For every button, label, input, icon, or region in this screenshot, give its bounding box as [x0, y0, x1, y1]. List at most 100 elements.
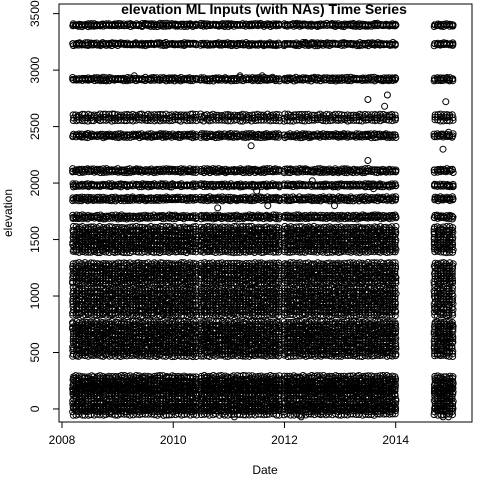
- data-point: [162, 182, 170, 190]
- data-point: [165, 132, 173, 140]
- data-point: [90, 22, 98, 30]
- data-point: [157, 41, 165, 49]
- data-point: [189, 168, 197, 176]
- data-point: [96, 22, 104, 30]
- data-point: [103, 182, 110, 190]
- data-point: [129, 117, 137, 125]
- data-point: [138, 196, 146, 204]
- data-point: [120, 169, 128, 176]
- data-point: [165, 40, 173, 48]
- data-point: [129, 133, 137, 141]
- data-point: [154, 133, 161, 140]
- data-point: [177, 168, 185, 176]
- data-point: [114, 196, 121, 204]
- data-point: [129, 41, 137, 49]
- data-point: [189, 23, 197, 30]
- data-point: [87, 196, 95, 204]
- data-point: [108, 183, 116, 191]
- data-point: [153, 76, 161, 84]
- data-point: [135, 22, 143, 30]
- data-point: [132, 167, 139, 175]
- data-point: [117, 116, 125, 124]
- data-point: [102, 77, 110, 85]
- data-point: [162, 41, 170, 49]
- data-point: [111, 133, 119, 141]
- data-point: [138, 183, 146, 191]
- data-point: [177, 133, 185, 141]
- data-point: [129, 22, 137, 30]
- data-point: [180, 132, 188, 140]
- data-point: [129, 182, 137, 190]
- data-point: [69, 133, 77, 141]
- data-point: [138, 133, 146, 141]
- data-point: [174, 22, 182, 30]
- data-point: [102, 196, 110, 204]
- data-point: [180, 168, 188, 176]
- data-point: [111, 76, 118, 84]
- data-point: [159, 183, 167, 190]
- data-point: [69, 75, 77, 83]
- data-point: [180, 182, 188, 190]
- data-point: [189, 77, 197, 85]
- data-point: [69, 168, 77, 176]
- data-point: [193, 76, 201, 84]
- data-point: [75, 169, 83, 176]
- data-point: [144, 117, 152, 124]
- data-point: [184, 168, 192, 176]
- data-point: [75, 197, 83, 205]
- data-point: [82, 76, 90, 84]
- data-point: [93, 22, 101, 30]
- data-point: [75, 41, 83, 49]
- data-point: [72, 168, 80, 176]
- data-point: [142, 116, 149, 124]
- data-point: [69, 42, 77, 50]
- data-point: [171, 168, 179, 176]
- data-point: [93, 168, 101, 176]
- data-point: [90, 41, 98, 49]
- data-point: [180, 76, 187, 84]
- data-point: [172, 22, 180, 30]
- data-point: [168, 133, 176, 141]
- data-point: [193, 22, 200, 29]
- data-point: [120, 22, 128, 30]
- data-point: [144, 133, 152, 141]
- data-point: [162, 77, 170, 85]
- data-point: [177, 77, 185, 85]
- data-point: [150, 23, 158, 30]
- data-point: [192, 41, 200, 49]
- data-point: [117, 40, 125, 48]
- data-point: [153, 168, 161, 176]
- data-point: [153, 40, 161, 48]
- data-point: [156, 168, 164, 176]
- data-point: [82, 196, 90, 204]
- data-point: [138, 168, 146, 176]
- chart-title: elevation ML Inputs (with NAs) Time Seri…: [121, 1, 407, 17]
- data-point: [183, 196, 191, 204]
- data-point: [172, 133, 179, 141]
- data-point: [147, 117, 154, 124]
- data-point: [85, 183, 93, 191]
- data-point: [72, 183, 80, 190]
- data-point: [156, 196, 163, 204]
- data-point: [127, 41, 135, 49]
- data-point: [189, 183, 197, 191]
- data-point: [165, 76, 173, 84]
- data-point: [127, 168, 134, 176]
- data-point: [126, 197, 134, 204]
- data-point: [117, 197, 125, 204]
- data-point: [189, 116, 197, 124]
- data-point: [186, 77, 194, 85]
- data-point: [108, 22, 116, 30]
- data-point: [87, 76, 95, 84]
- data-point: [189, 40, 197, 48]
- data-point: [105, 77, 113, 85]
- data-point: [81, 117, 89, 125]
- data-point: [132, 41, 140, 49]
- data-point: [93, 196, 101, 204]
- data-point: [84, 134, 92, 142]
- data-point: [99, 196, 107, 204]
- data-point: [147, 22, 155, 30]
- data-point: [90, 117, 98, 125]
- data-point: [171, 41, 178, 49]
